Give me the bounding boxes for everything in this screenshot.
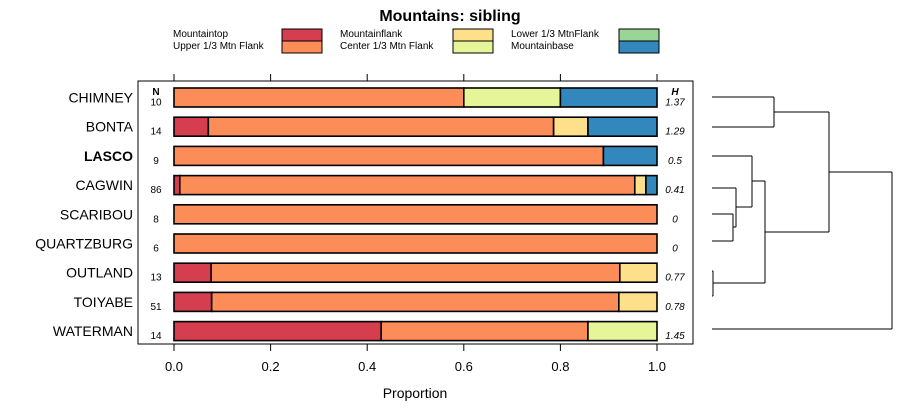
n-value: 9 [153, 156, 159, 167]
bar-segment [645, 174, 658, 196]
legend-swatch [618, 40, 660, 54]
bar-segment [173, 320, 383, 342]
bar-row: BONTA 14 1.29 [86, 116, 685, 138]
bar-segment [173, 145, 605, 167]
legend-label: Mountainbase [511, 41, 574, 52]
category-label: CHIMNEY [68, 90, 133, 106]
category-label: OUTLAND [66, 265, 133, 281]
n-value: 86 [150, 185, 162, 196]
n-value: 10 [150, 98, 162, 109]
dendrogram-branch [765, 111, 830, 233]
h-value: 1.37 [665, 98, 685, 109]
category-label: TOIYABE [74, 294, 133, 310]
dendrogram-branch [713, 180, 766, 284]
legend-swatch [281, 40, 323, 54]
x-axis-label: Proportion [383, 385, 448, 401]
category-label: LASCO [84, 148, 133, 164]
bar-segment [173, 262, 212, 284]
dendrogram-branch [712, 155, 753, 208]
h-value: 1.29 [665, 127, 685, 138]
h-value: 0.5 [668, 156, 682, 167]
n-value: 8 [153, 214, 159, 225]
legend-swatch [618, 28, 660, 42]
bar-row: OUTLAND 13 0.77 [66, 262, 685, 284]
category-label: SCARIBOU [60, 206, 133, 222]
dendrogram-branch [712, 171, 893, 330]
bar-segment [210, 262, 621, 284]
x-tick-label: 0.2 [262, 359, 280, 374]
category-label: WATERMAN [53, 323, 133, 339]
bar-row: CHIMNEY 10 1.37 [68, 87, 685, 109]
legend-swatch [281, 28, 323, 42]
bar-row: WATERMAN 14 1.45 [53, 320, 685, 342]
n-column-header: N [152, 87, 159, 98]
bar-segment [173, 116, 210, 137]
bar-segment [173, 233, 658, 254]
legend-label: Center 1/3 Mtn Flank [340, 41, 434, 52]
n-value: 13 [150, 273, 162, 284]
legend-swatch [452, 40, 494, 54]
h-column-header: H [671, 87, 679, 98]
n-value: 14 [150, 331, 162, 342]
bar-segment [207, 116, 555, 137]
bar-segment [559, 87, 658, 108]
category-label: QUARTZBURG [35, 236, 133, 252]
bar-segment [462, 87, 562, 108]
dendrogram-branch [726, 187, 737, 228]
bar-row: LASCO 9 0.5 [84, 145, 682, 167]
bar-segment [602, 145, 658, 167]
chart-title: Mountains: sibling [379, 8, 520, 25]
legend-label: Lower 1/3 MtnFlank [511, 29, 600, 40]
x-tick-label: 0.4 [358, 359, 376, 374]
n-value: 14 [150, 127, 162, 138]
bar-rows: CHIMNEY 10 1.37 BONTA 14 1.29 LASCO 9 0.5 CAGWIN 8… [35, 87, 685, 342]
dendrogram-branch [712, 96, 775, 128]
top-axis-ticks [173, 74, 658, 81]
bar-segment [173, 174, 181, 196]
bar-segment [618, 291, 658, 313]
bar-segment [173, 204, 658, 225]
bar-segment [178, 174, 636, 196]
x-tick-label: 0.8 [551, 359, 569, 374]
x-tick-label: 0.0 [165, 359, 183, 374]
dendrogram-branch [712, 213, 734, 242]
h-value: 0 [672, 244, 678, 255]
bar-segment [619, 262, 658, 284]
bar-segment [633, 174, 647, 196]
bar-segment [587, 320, 658, 342]
plot-panel [137, 80, 694, 345]
dendrogram [712, 96, 893, 330]
bar-row: CAGWIN 86 0.41 [75, 174, 685, 196]
h-value: 0.77 [665, 273, 685, 284]
category-label: BONTA [86, 119, 134, 135]
bar-segment [552, 116, 589, 137]
bar-segment [173, 87, 465, 108]
bar-segment [587, 116, 658, 137]
bar-segment [173, 291, 213, 313]
h-value: 1.45 [665, 331, 685, 342]
legend-label: Mountainflank [340, 29, 403, 40]
n-value: 6 [153, 244, 159, 255]
x-axis: 0.0 0.2 0.4 0.6 0.8 1.0 [165, 344, 666, 374]
x-tick-label: 1.0 [648, 359, 666, 374]
bar-row: QUARTZBURG 6 0 [35, 233, 678, 255]
legend-label: Mountaintop [173, 29, 228, 40]
category-label: CAGWIN [75, 177, 133, 193]
x-tick-label: 0.6 [455, 359, 473, 374]
h-value: 0.41 [665, 185, 684, 196]
n-value: 51 [150, 302, 162, 313]
bar-segment [380, 320, 589, 342]
dendrogram-branch [712, 270, 714, 297]
bar-row: TOIYABE 51 0.78 [74, 291, 685, 313]
bar-segment [210, 291, 620, 313]
h-value: 0.78 [665, 302, 685, 313]
legend-swatch [452, 28, 494, 42]
h-value: 0 [672, 214, 678, 225]
legend-label: Upper 1/3 Mtn Flank [173, 41, 265, 52]
bar-row: SCARIBOU 8 0 [60, 204, 678, 225]
